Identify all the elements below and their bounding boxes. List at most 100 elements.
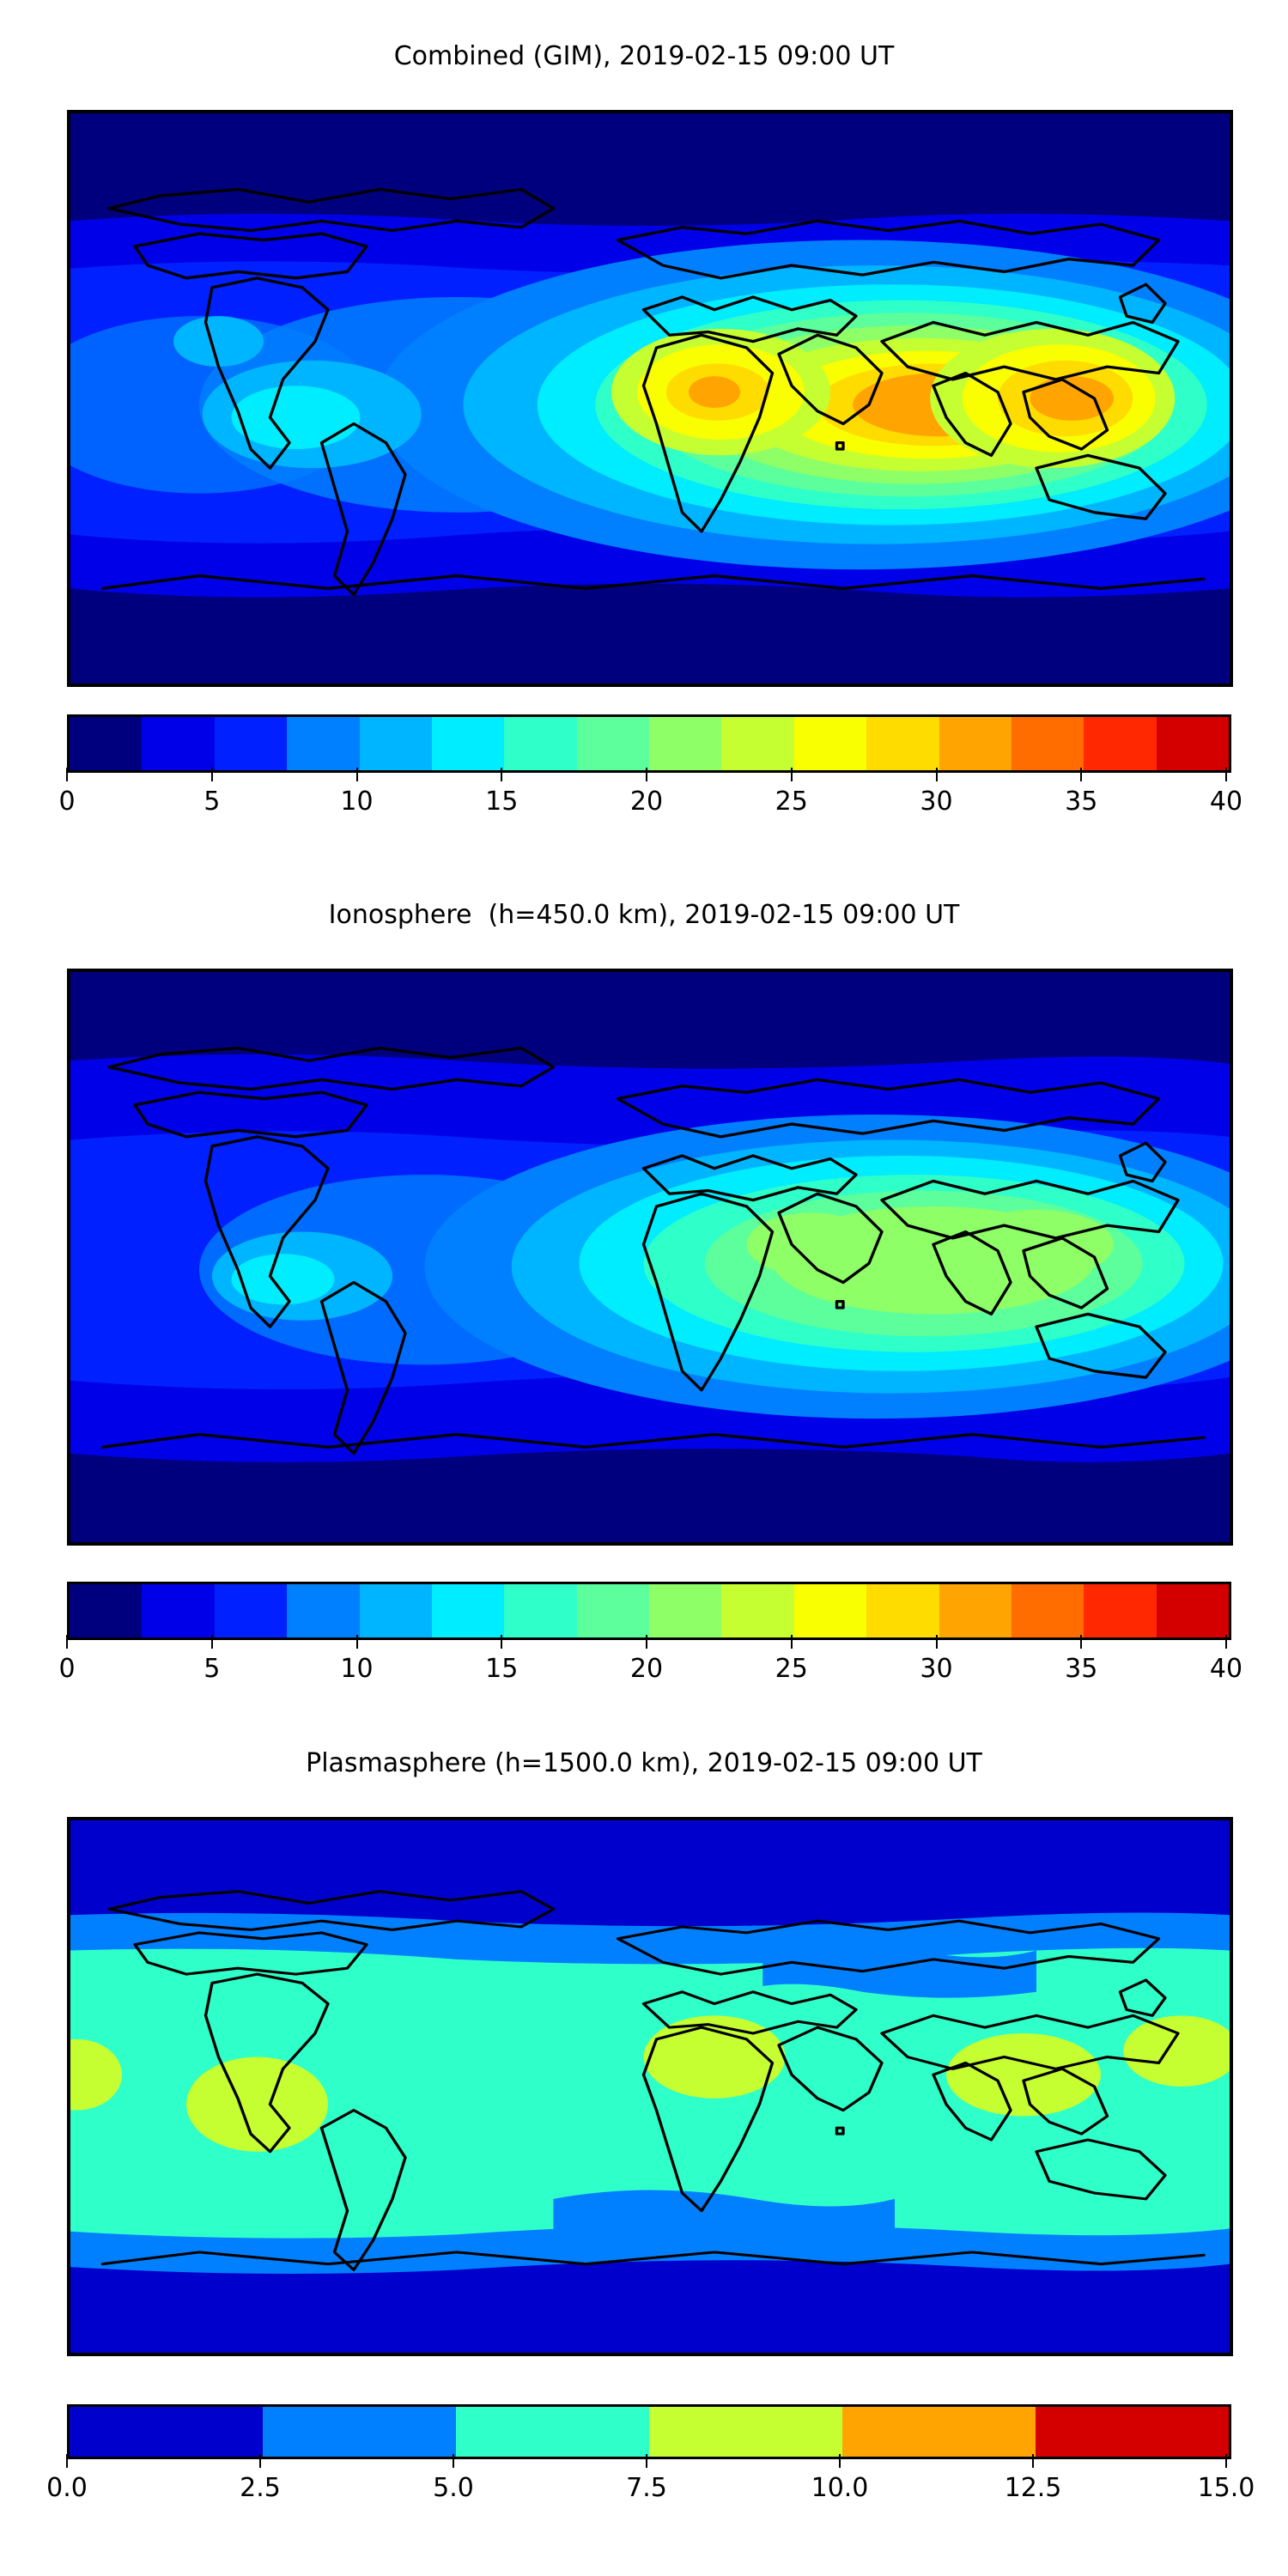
colorbar-tick-label: 5 [204, 1654, 221, 1684]
coastlines [100, 1046, 1206, 1455]
colorbar-plasmasphere: 0.0 2.5 5.0 7.5 10.0 12.5 15.0 [46, 2404, 1255, 2503]
colorbar-band [866, 717, 939, 770]
colorbar-tick-label: 0 [58, 787, 76, 817]
colorbar-tick-label: 12.5 [1004, 2473, 1062, 2503]
colorbar-band [70, 2407, 263, 2457]
colorbar-band [721, 1584, 794, 1637]
colorbar-band [504, 717, 577, 770]
colorbar-tick [66, 1635, 68, 1649]
contour-map-ionosphere [70, 972, 1230, 1542]
colorbar-tick-label: 2.5 [240, 2473, 281, 2503]
colorbar-band [431, 1584, 505, 1637]
colorbar-tick [66, 2454, 68, 2468]
colorbar-tick [258, 2454, 261, 2468]
colorbar-band [793, 1584, 867, 1637]
colorbar-tick [1080, 1635, 1083, 1649]
colorbar-tick-label: 40 [1209, 787, 1243, 817]
colorbar-plasmasphere-strip[interactable] [67, 2404, 1231, 2459]
panel-title-ionosphere: Ionosphere (h=450.0 km), 2019-02-15 09:0… [328, 900, 960, 930]
colorbar-tick-label: 35 [1065, 1654, 1098, 1684]
colorbar-tick-label: 30 [920, 787, 953, 817]
colorbar-tick-label: 10.0 [811, 2473, 869, 2503]
colorbar-band [721, 717, 794, 770]
colorbar-band [866, 1584, 939, 1637]
colorbar-band [70, 717, 143, 770]
colorbar-band [842, 2407, 1036, 2457]
colorbar-tick-label: 40 [1209, 1654, 1243, 1684]
colorbar-band [142, 717, 215, 770]
colorbar-band [649, 2407, 842, 2457]
colorbar-tick [1225, 2454, 1227, 2468]
colorbar-tick [646, 2454, 647, 2468]
colorbar-tick-label: 15 [485, 787, 519, 817]
colorbar-band [287, 1584, 360, 1637]
colorbar-tick [935, 768, 938, 781]
colorbar-band [1011, 1584, 1084, 1637]
colorbar-tick [66, 768, 68, 781]
colorbar-tick-label: 0.0 [46, 2473, 88, 2503]
colorbar-combined-strip[interactable] [67, 714, 1231, 773]
colorbar-band [287, 717, 360, 770]
colorbar-tick-label: 15.0 [1197, 2473, 1255, 2503]
colorbar-tick [935, 1635, 938, 1649]
colorbar-band [214, 717, 288, 770]
colorbar-tick [1225, 768, 1227, 781]
colorbar-tick [1032, 2454, 1034, 2468]
colorbar-band [263, 2407, 456, 2457]
contour-map-combined [70, 113, 1230, 683]
colorbar-tick-label: 30 [920, 1654, 953, 1684]
colorbar-band [576, 1584, 649, 1637]
coastlines [100, 1890, 1206, 2272]
colorbar-tick [1080, 768, 1083, 781]
colorbar-band [504, 1584, 577, 1637]
colorbar-tick [355, 768, 358, 781]
colorbar-band [649, 1584, 722, 1637]
colorbar-band [214, 1584, 288, 1637]
colorbar-band [1011, 717, 1084, 770]
colorbar-tick-label: 20 [629, 787, 664, 817]
colorbar-band [142, 1584, 215, 1637]
colorbar-tick [646, 1635, 647, 1649]
colorbar-tick-label: 20 [629, 1654, 664, 1684]
colorbar-band [1084, 717, 1157, 770]
colorbar-tick [1225, 1635, 1227, 1649]
colorbar-ionosphere-strip[interactable] [67, 1582, 1231, 1640]
colorbar-band [939, 717, 1012, 770]
colorbar-tick-label: 35 [1065, 787, 1098, 817]
colorbar-band [1156, 717, 1229, 770]
colorbar-band [359, 717, 432, 770]
colorbar-tick-label: 10 [340, 1654, 374, 1684]
contour-map-plasmasphere [70, 1820, 1230, 2353]
colorbar-band [939, 1584, 1012, 1637]
panel-title-plasmasphere: Plasmasphere (h=1500.0 km), 2019-02-15 0… [306, 1748, 982, 1778]
panel-title-combined: Combined (GIM), 2019-02-15 09:00 UT [393, 41, 895, 71]
colorbar-band [70, 1584, 143, 1637]
colorbar-tick [838, 2454, 841, 2468]
colorbar-band [649, 717, 722, 770]
map-panel-ionosphere [67, 969, 1233, 1546]
colorbar-tick-label: 5 [204, 787, 221, 817]
colorbar-tick [210, 768, 213, 781]
colorbar-band [1036, 2407, 1229, 2457]
colorbar-tick [210, 1635, 213, 1649]
colorbar-tick-label: 25 [775, 1654, 808, 1684]
colorbar-ionosphere: 0 5 10 15 20 25 30 35 40 [58, 1582, 1242, 1684]
colorbar-combined: 0 5 10 15 20 25 30 35 40 [58, 714, 1242, 817]
colorbar-tick-label: 0 [58, 1654, 76, 1684]
colorbar-band [456, 2407, 649, 2457]
colorbar-tick-label: 7.5 [626, 2473, 667, 2503]
colorbar-band [1084, 1584, 1157, 1637]
colorbar-band [793, 717, 867, 770]
colorbar-tick-label: 5.0 [433, 2473, 474, 2503]
map-panel-plasmasphere [67, 1817, 1233, 2356]
map-panel-combined [67, 110, 1233, 687]
coastlines [100, 187, 1206, 597]
colorbar-tick [790, 768, 793, 781]
colorbar-tick [646, 768, 647, 781]
colorbar-band [1156, 1584, 1229, 1637]
colorbar-tick-label: 25 [775, 787, 808, 817]
colorbar-tick [790, 1635, 793, 1649]
colorbar-band [359, 1584, 432, 1637]
colorbar-tick [355, 1635, 358, 1649]
colorbar-tick [501, 768, 503, 781]
